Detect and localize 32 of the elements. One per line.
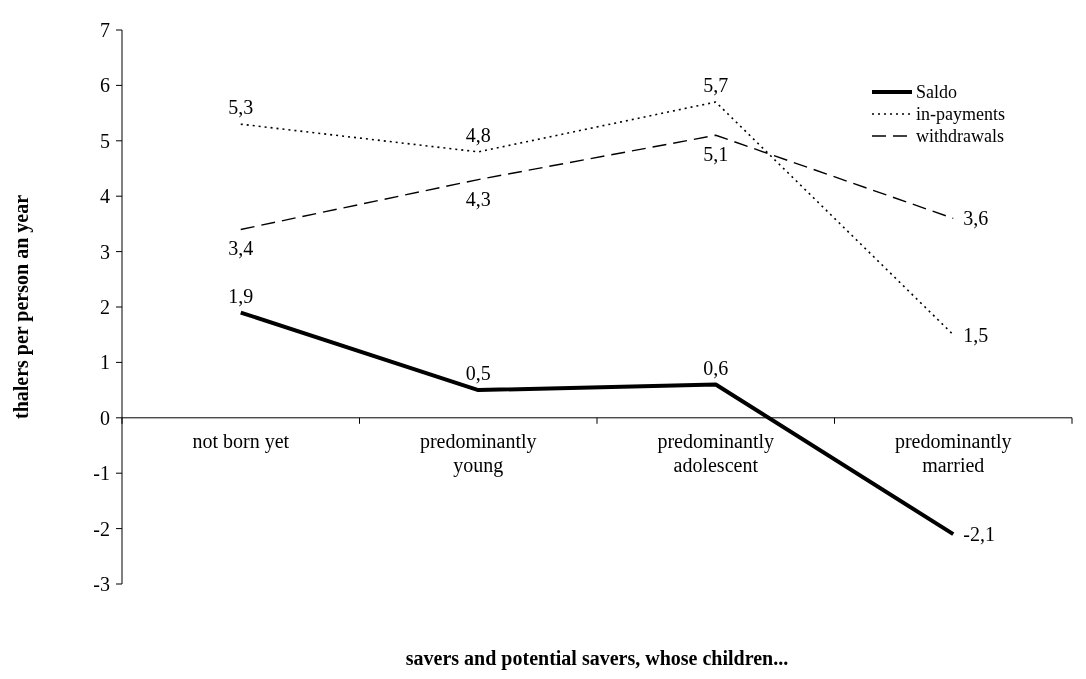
data-label: 1,5 <box>963 323 989 346</box>
data-label: 5,7 <box>703 74 729 97</box>
y-tick-label: 0 <box>100 406 110 429</box>
legend-label: withdrawals <box>916 126 1004 147</box>
y-tick-label: 6 <box>100 74 110 97</box>
x-tick-label: predominantly young <box>419 429 537 477</box>
x-axis-title: savers and potential savers, whose children... <box>405 647 789 670</box>
legend-label: in-payments <box>916 104 1005 125</box>
data-label: 0,5 <box>465 362 491 385</box>
x-tick-label: not born yet <box>192 429 290 453</box>
y-axis-title: thalers per person an year <box>10 194 33 420</box>
data-label: 5,3 <box>228 96 254 119</box>
y-tick-label: 1 <box>100 351 110 374</box>
y-tick-label: 3 <box>100 240 110 263</box>
y-tick-label: 5 <box>100 129 110 152</box>
data-label: 5,1 <box>703 143 729 166</box>
data-label: -2,1 <box>963 523 995 546</box>
data-label: 4,3 <box>465 187 491 210</box>
legend-label: Saldo <box>916 82 958 103</box>
y-tick-label: -3 <box>93 573 110 595</box>
y-tick-label: -2 <box>93 517 110 540</box>
data-label: 1,9 <box>228 284 254 307</box>
data-label: 4,8 <box>465 123 491 146</box>
y-tick-label: 4 <box>100 185 110 208</box>
y-tick-label: -1 <box>93 462 110 485</box>
x-tick-label: predominantly married <box>894 429 1012 476</box>
x-tick-label: predominantly adolescent <box>657 429 775 476</box>
y-tick-label: 7 <box>100 19 110 41</box>
data-label: 0,6 <box>703 356 729 379</box>
data-label: 3,4 <box>228 237 254 260</box>
y-tick-label: 2 <box>100 296 110 318</box>
data-label: 3,6 <box>963 207 989 230</box>
